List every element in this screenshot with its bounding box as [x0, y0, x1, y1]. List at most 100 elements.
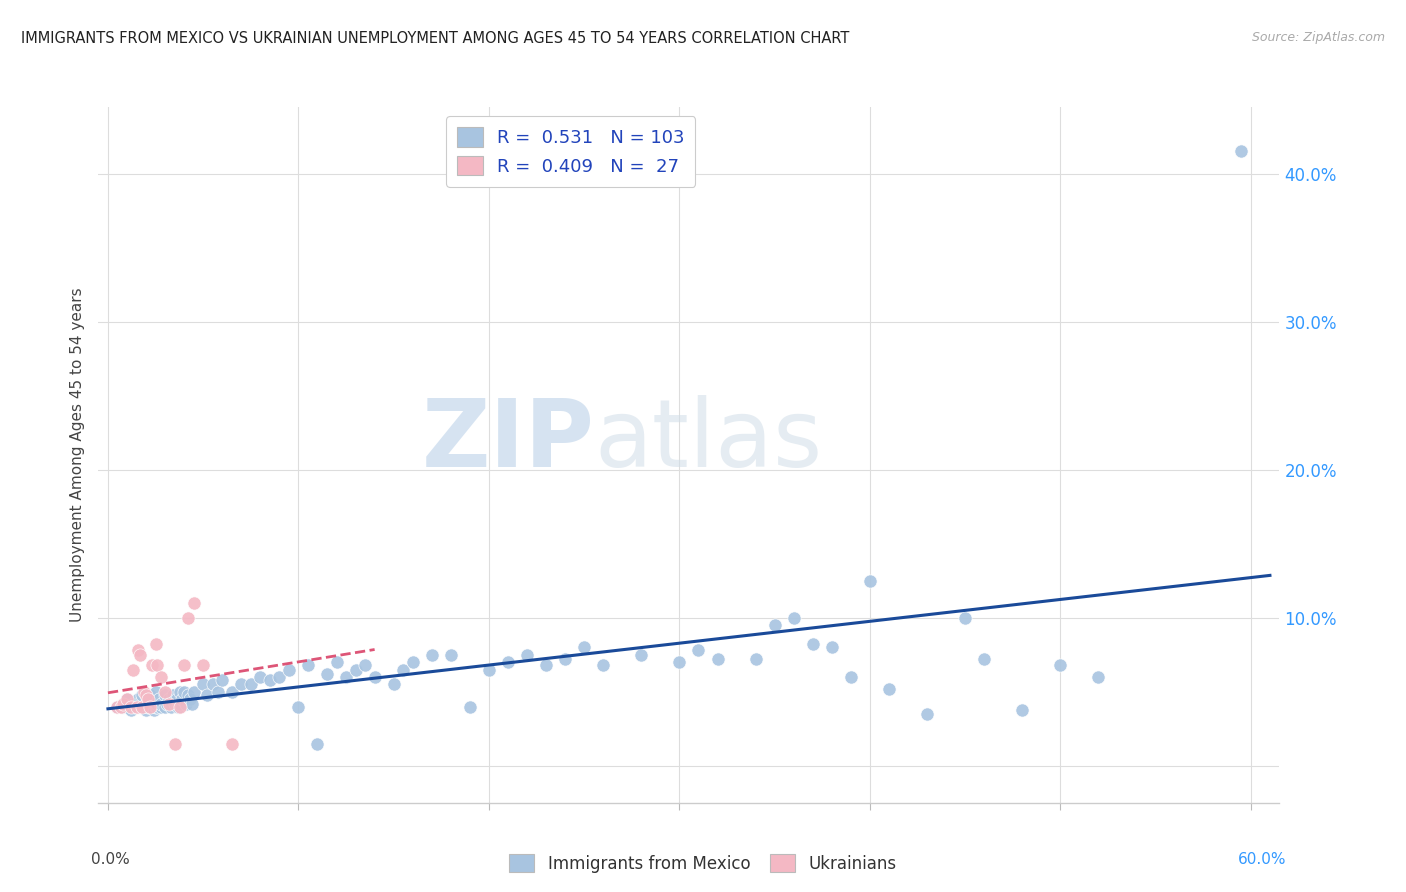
- Point: [136, 699, 159, 714]
- Point: [131, 688, 153, 702]
- Point: [221, 685, 243, 699]
- Point: [141, 697, 163, 711]
- Point: [221, 737, 243, 751]
- Point: [169, 685, 191, 699]
- Point: [207, 685, 229, 699]
- Point: [287, 699, 309, 714]
- Point: [129, 648, 152, 662]
- Point: [146, 699, 169, 714]
- Point: [973, 652, 995, 666]
- Point: [572, 640, 595, 655]
- Point: [162, 688, 184, 702]
- Point: [134, 699, 156, 714]
- Point: [478, 663, 501, 677]
- Point: [139, 699, 162, 714]
- Point: [124, 699, 146, 714]
- Point: [125, 699, 148, 714]
- Point: [145, 685, 167, 699]
- Point: [136, 692, 159, 706]
- Point: [157, 692, 180, 706]
- Point: [554, 652, 576, 666]
- Point: [131, 697, 153, 711]
- Point: [458, 699, 481, 714]
- Point: [139, 692, 162, 706]
- Point: [174, 697, 197, 711]
- Point: [183, 596, 205, 610]
- Point: [131, 699, 153, 714]
- Point: [169, 697, 191, 711]
- Point: [163, 737, 186, 751]
- Point: [131, 692, 153, 706]
- Point: [173, 685, 195, 699]
- Point: [172, 692, 194, 706]
- Point: [135, 702, 157, 716]
- Point: [159, 699, 181, 714]
- Point: [180, 697, 202, 711]
- Point: [110, 699, 132, 714]
- Point: [156, 697, 179, 711]
- Point: [859, 574, 882, 588]
- Point: [145, 697, 167, 711]
- Point: [136, 692, 159, 706]
- Point: [193, 677, 215, 691]
- Point: [402, 655, 425, 669]
- Point: [592, 658, 614, 673]
- Point: [630, 648, 652, 662]
- Point: [195, 688, 218, 702]
- Point: [877, 681, 900, 696]
- Point: [135, 688, 157, 702]
- Point: [277, 663, 299, 677]
- Point: [354, 658, 377, 673]
- Point: [344, 663, 367, 677]
- Text: 60.0%: 60.0%: [1239, 852, 1286, 867]
- Point: [121, 697, 143, 711]
- Point: [150, 697, 173, 711]
- Point: [259, 673, 281, 687]
- Point: [146, 658, 169, 673]
- Point: [839, 670, 862, 684]
- Point: [801, 637, 824, 651]
- Point: [516, 648, 538, 662]
- Point: [316, 667, 339, 681]
- Point: [211, 673, 233, 687]
- Point: [142, 702, 165, 716]
- Point: [150, 699, 173, 714]
- Point: [112, 699, 135, 714]
- Point: [1087, 670, 1109, 684]
- Point: [325, 655, 347, 669]
- Point: [440, 648, 463, 662]
- Point: [134, 685, 156, 699]
- Point: [153, 699, 176, 714]
- Point: [1011, 702, 1033, 716]
- Point: [167, 699, 190, 714]
- Point: [139, 699, 162, 714]
- Point: [148, 692, 170, 706]
- Point: [166, 692, 188, 706]
- Point: [496, 655, 519, 669]
- Point: [146, 697, 169, 711]
- Text: ZIP: ZIP: [422, 395, 595, 487]
- Point: [127, 692, 149, 706]
- Point: [129, 699, 152, 714]
- Point: [668, 655, 690, 669]
- Point: [249, 670, 271, 684]
- Text: 0.0%: 0.0%: [91, 852, 131, 867]
- Point: [420, 648, 443, 662]
- Text: atlas: atlas: [595, 395, 823, 487]
- Point: [127, 643, 149, 657]
- Legend: Immigrants from Mexico, Ukrainians: Immigrants from Mexico, Ukrainians: [502, 847, 904, 880]
- Point: [127, 699, 149, 714]
- Point: [163, 697, 186, 711]
- Point: [239, 677, 262, 691]
- Point: [534, 658, 557, 673]
- Point: [688, 643, 710, 657]
- Point: [915, 706, 938, 721]
- Point: [183, 685, 205, 699]
- Point: [179, 692, 201, 706]
- Point: [1049, 658, 1071, 673]
- Point: [153, 688, 176, 702]
- Point: [112, 697, 135, 711]
- Point: [125, 697, 148, 711]
- Point: [115, 692, 138, 706]
- Point: [307, 737, 329, 751]
